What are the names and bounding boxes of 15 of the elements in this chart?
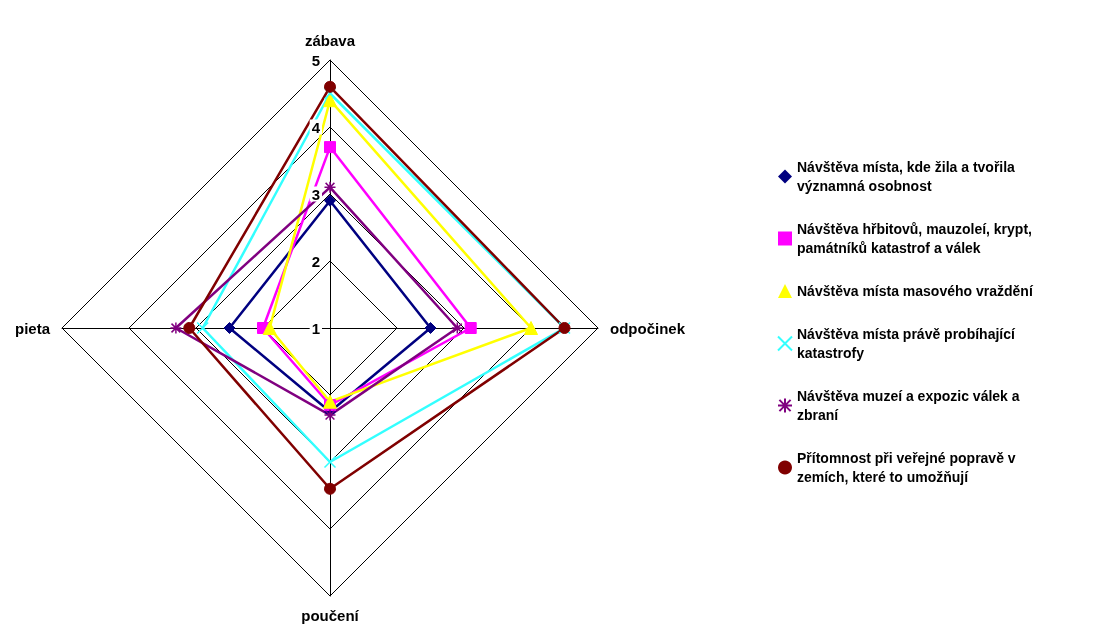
y-tick-label: 2: [311, 252, 320, 270]
y-tick-label: 1: [311, 319, 320, 337]
y-tick-label: 4: [311, 118, 321, 136]
spoke-label: poučení: [301, 607, 360, 624]
spoke-label: odpočinek: [610, 319, 686, 337]
legend-label: Návštěva muzeí a expozic válek a zbraní: [797, 388, 1024, 423]
legend-label: Návštěva místa, kde žila a tvořila významná osobnost: [797, 159, 1019, 194]
spoke-label: pieta: [14, 319, 51, 337]
legend-label: Návštěva hřbitovů, mauzoleí, krypt, památníků katastrof a válek: [797, 221, 1036, 256]
legend-label: Přítomnost při veřejné popravě v zemích, které to umožňují: [797, 450, 1020, 485]
legend-label: Návštěva místa právě probíhající katastrofy: [797, 326, 1019, 361]
y-tick-label: 5: [311, 51, 320, 69]
y-tick-label: 3: [311, 185, 320, 203]
spoke-label: zábava: [304, 32, 356, 49]
legend-label: Návštěva místa masového vraždění: [797, 283, 1034, 299]
